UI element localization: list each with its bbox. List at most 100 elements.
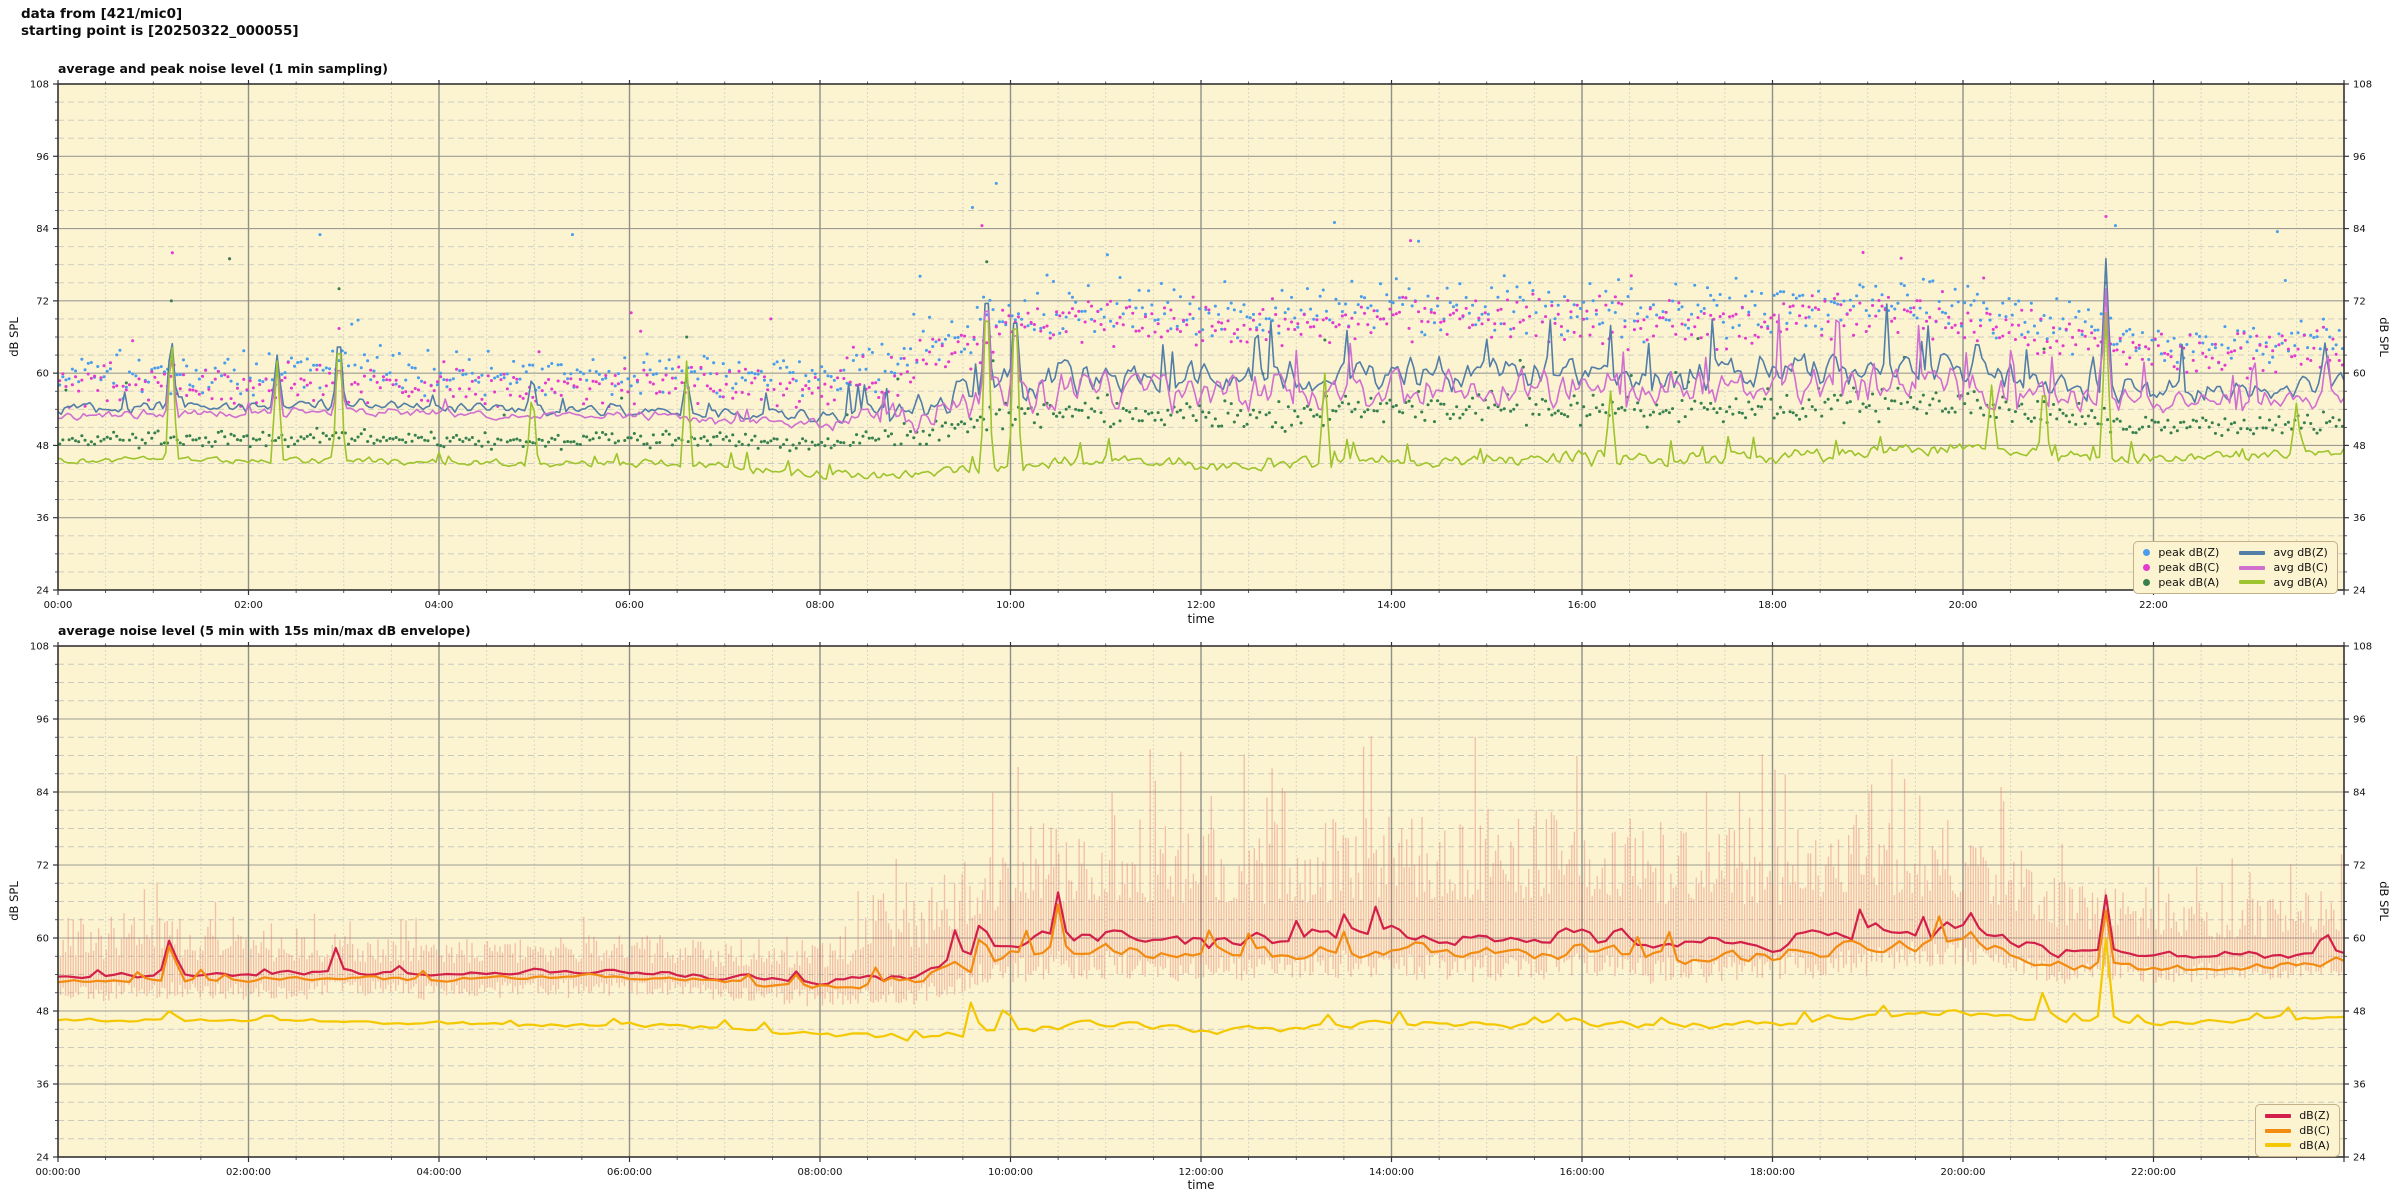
ytick-label-right: 36 bbox=[2353, 513, 2366, 524]
xtick-label: 18:00 bbox=[1758, 600, 1787, 611]
ytick-label-left: 108 bbox=[30, 642, 49, 653]
series-db-c- bbox=[57, 903, 2345, 990]
ytick-label-right: 48 bbox=[2353, 1007, 2366, 1018]
chart2-yaxis-label-left: dB SPL bbox=[7, 881, 21, 921]
xtick-label: 22:00 bbox=[2139, 600, 2168, 611]
legend-label: dB(Z) bbox=[2299, 1109, 2330, 1122]
legend-line-marker bbox=[2239, 580, 2266, 585]
header-line1: data from [421/mic0] bbox=[21, 6, 183, 22]
chart2-xaxis-label: time bbox=[1187, 1178, 1215, 1192]
legend-dot-marker bbox=[2143, 578, 2151, 586]
xtick-label: 22:00:00 bbox=[2131, 1167, 2176, 1178]
ytick-label-right: 108 bbox=[2353, 642, 2372, 653]
xtick-label: 20:00:00 bbox=[1941, 1167, 1986, 1178]
series-peak-db-z- bbox=[58, 181, 2344, 400]
legend-label: peak dB(Z) bbox=[2158, 546, 2220, 559]
ytick-label-left: 96 bbox=[36, 152, 49, 163]
ytick-label-left: 60 bbox=[36, 369, 49, 380]
series-avg-db-z- bbox=[57, 257, 2345, 424]
xtick-label: 00:00:00 bbox=[36, 1167, 81, 1178]
xtick-label: 06:00 bbox=[615, 600, 644, 611]
ytick-label-left: 24 bbox=[36, 1153, 49, 1164]
chart1-yaxis-label-left: dB SPL bbox=[7, 317, 21, 357]
xtick-label: 12:00 bbox=[1187, 600, 1216, 611]
ytick-label-left: 36 bbox=[36, 1080, 49, 1091]
xtick-label: 02:00 bbox=[234, 600, 263, 611]
legend-item-db-a-: dB(A) bbox=[2265, 1139, 2330, 1153]
ytick-label-left: 48 bbox=[36, 441, 49, 452]
series-db-z- bbox=[57, 891, 2345, 986]
ytick-label-right: 108 bbox=[2353, 80, 2372, 91]
ytick-label-left: 108 bbox=[30, 80, 49, 91]
ytick-label-right: 96 bbox=[2353, 152, 2366, 163]
chart2-yaxis-label-right: dB SPL bbox=[2377, 881, 2391, 921]
legend-item-db-c-: dB(C) bbox=[2265, 1124, 2330, 1138]
ytick-label-right: 84 bbox=[2353, 788, 2366, 799]
xtick-label: 20:00 bbox=[1949, 600, 1978, 611]
xtick-label: 06:00:00 bbox=[607, 1167, 652, 1178]
chart2-plot: 00:00:00 02:00:00 04:00:00 06:00:00 08:00:00… bbox=[30, 642, 2372, 1179]
chart1-legend: peak dB(Z) peak dB(C) peak dB(A) avg dB(Z) a… bbox=[2133, 541, 2338, 595]
series-db-a- bbox=[57, 936, 2345, 1042]
ytick-label-right: 60 bbox=[2353, 369, 2366, 380]
ytick-label-left: 36 bbox=[36, 513, 49, 524]
xtick-label: 08:00:00 bbox=[798, 1167, 843, 1178]
chart2-legend: dB(Z) dB(C) dB(A) bbox=[2255, 1104, 2340, 1158]
xtick-label: 16:00 bbox=[1568, 600, 1597, 611]
legend-line-marker bbox=[2265, 1143, 2292, 1148]
xtick-label: 08:00 bbox=[806, 600, 835, 611]
xtick-label: 10:00:00 bbox=[988, 1167, 1033, 1178]
legend-item-peak-db-a-: peak dB(A) bbox=[2143, 576, 2219, 590]
ytick-label-left: 24 bbox=[36, 586, 49, 597]
ytick-label-right: 24 bbox=[2353, 586, 2366, 597]
ytick-label-right: 48 bbox=[2353, 441, 2366, 452]
legend-label: avg dB(C) bbox=[2273, 560, 2328, 574]
xtick-label: 18:00:00 bbox=[1750, 1167, 1795, 1178]
ytick-label-left: 72 bbox=[36, 296, 49, 307]
ytick-label-left: 60 bbox=[36, 934, 49, 945]
ytick-label-left: 48 bbox=[36, 1007, 49, 1018]
legend-line-marker bbox=[2265, 1113, 2292, 1118]
ytick-label-left: 72 bbox=[36, 861, 49, 872]
xtick-label: 12:00:00 bbox=[1179, 1167, 1224, 1178]
legend-line-marker bbox=[2239, 565, 2266, 570]
chart1-yaxis-label-right: dB SPL bbox=[2377, 317, 2391, 357]
xtick-label: 04:00 bbox=[425, 600, 454, 611]
legend-item-peak-db-c-: peak dB(C) bbox=[2143, 561, 2219, 575]
chart2-title: average noise level (5 min with 15s min/… bbox=[58, 623, 471, 638]
legend-label: dB(C) bbox=[2299, 1123, 2330, 1137]
legend-dot-marker bbox=[2143, 564, 2151, 572]
legend-label: dB(A) bbox=[2299, 1138, 2330, 1152]
header-line2: starting point is [20250322_000055] bbox=[21, 23, 299, 39]
xtick-label: 04:00:00 bbox=[417, 1167, 462, 1178]
xtick-label: 00:00 bbox=[44, 600, 73, 611]
legend-label: peak dB(C) bbox=[2158, 560, 2220, 574]
xtick-label: 02:00:00 bbox=[226, 1167, 271, 1178]
chart1-title: average and peak noise level (1 min samp… bbox=[58, 61, 388, 76]
legend-label: peak dB(A) bbox=[2158, 575, 2220, 589]
ytick-label-right: 84 bbox=[2353, 224, 2366, 235]
ytick-label-left: 84 bbox=[36, 788, 49, 799]
xtick-label: 14:00:00 bbox=[1369, 1167, 1414, 1178]
legend-item-avg-db-c-: avg dB(C) bbox=[2239, 561, 2328, 575]
legend-label: avg dB(Z) bbox=[2273, 546, 2328, 559]
ytick-label-right: 36 bbox=[2353, 1080, 2366, 1091]
ytick-label-right: 24 bbox=[2353, 1153, 2366, 1164]
legend-item-avg-db-a-: avg dB(A) bbox=[2239, 576, 2328, 590]
legend-line-marker bbox=[2265, 1128, 2292, 1133]
ytick-label-left: 96 bbox=[36, 715, 49, 726]
legend-label: avg dB(A) bbox=[2273, 575, 2328, 589]
chart1-xaxis-label: time bbox=[1187, 612, 1215, 626]
xtick-label: 14:00 bbox=[1377, 600, 1406, 611]
legend-item-db-z-: dB(Z) bbox=[2265, 1109, 2330, 1123]
ytick-label-right: 60 bbox=[2353, 934, 2366, 945]
legend-item-peak-db-z-: peak dB(Z) bbox=[2143, 546, 2219, 560]
ytick-label-left: 84 bbox=[36, 224, 49, 235]
legend-dot-marker bbox=[2143, 549, 2151, 557]
xtick-label: 16:00:00 bbox=[1560, 1167, 1605, 1178]
series-avg-db-c- bbox=[57, 288, 2345, 435]
chart1-plot: 00:00 02:00 04:00 06:00 08:00 10:00 12:00 14:00… bbox=[30, 80, 2372, 612]
legend-item-avg-db-z-: avg dB(Z) bbox=[2239, 546, 2328, 560]
